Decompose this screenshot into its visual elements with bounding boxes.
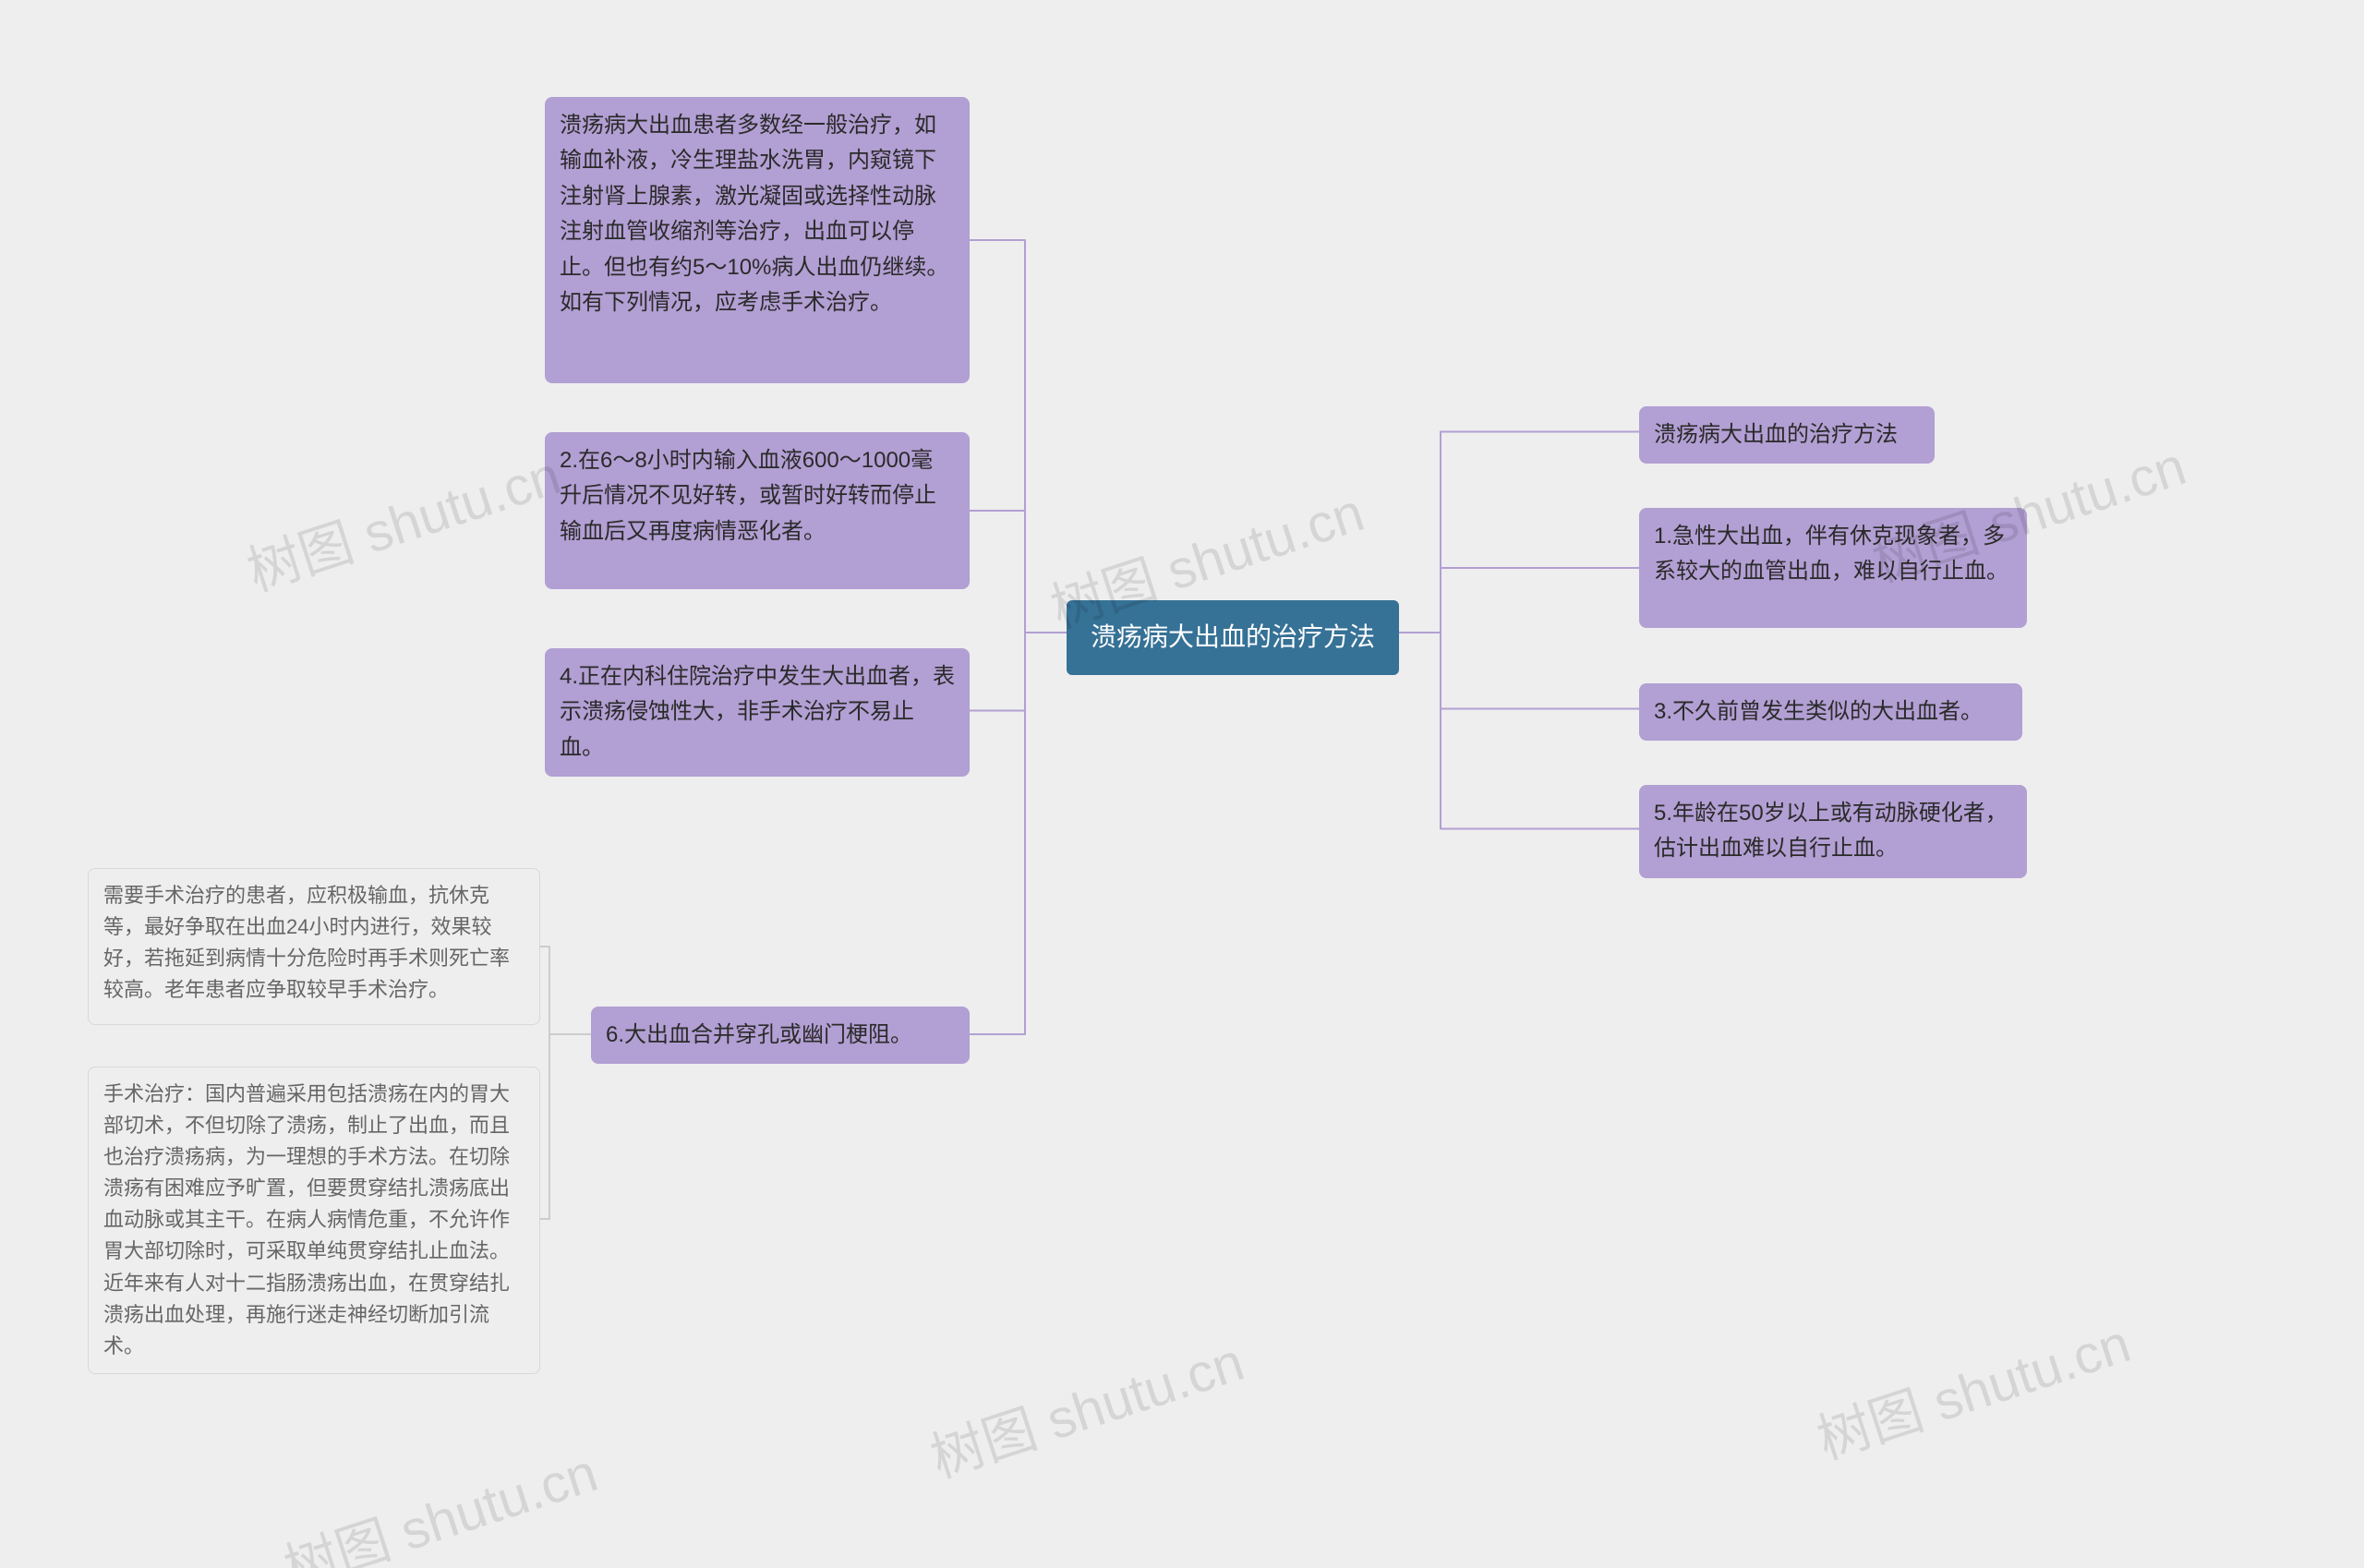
watermark: 树图 shutu.cn [273, 1429, 606, 1568]
mindmap-left-4: 6.大出血合并穿孔或幽门梗阻。 [591, 1007, 970, 1064]
mindmap-left-2: 2.在6～8小时内输入血液600～1000毫升后情况不见好转，或暂时好转而停止输… [545, 432, 970, 589]
watermark: 树图 shutu.cn [920, 1319, 1252, 1492]
watermark: 树图 shutu.cn [236, 432, 569, 606]
watermark: 树图 shutu.cn [1806, 1300, 2139, 1474]
mindmap-right-2: 1.急性大出血，伴有休克现象者，多系较大的血管出血，难以自行止血。 [1639, 508, 2027, 628]
mindmap-right-1: 溃疡病大出血的治疗方法 [1639, 406, 1935, 464]
mindmap-left-3: 4.正在内科住院治疗中发生大出血者，表示溃疡侵蚀性大，非手术治疗不易止血。 [545, 648, 970, 777]
mindmap-right-3: 3.不久前曾发生类似的大出血者。 [1639, 683, 2022, 741]
mindmap-left-1: 溃疡病大出血患者多数经一般治疗，如输血补液，冷生理盐水洗胃，内窥镜下注射肾上腺素… [545, 97, 970, 383]
mindmap-root: 溃疡病大出血的治疗方法 [1067, 600, 1399, 675]
mindmap-left-4-child-1: 需要手术治疗的患者，应积极输血，抗休克等，最好争取在出血24小时内进行，效果较好… [88, 868, 540, 1025]
mindmap-right-4: 5.年龄在50岁以上或有动脉硬化者，估计出血难以自行止血。 [1639, 785, 2027, 878]
mindmap-left-4-child-2: 手术治疗：国内普遍采用包括溃疡在内的胃大部切术，不但切除了溃疡，制止了出血，而且… [88, 1067, 540, 1374]
